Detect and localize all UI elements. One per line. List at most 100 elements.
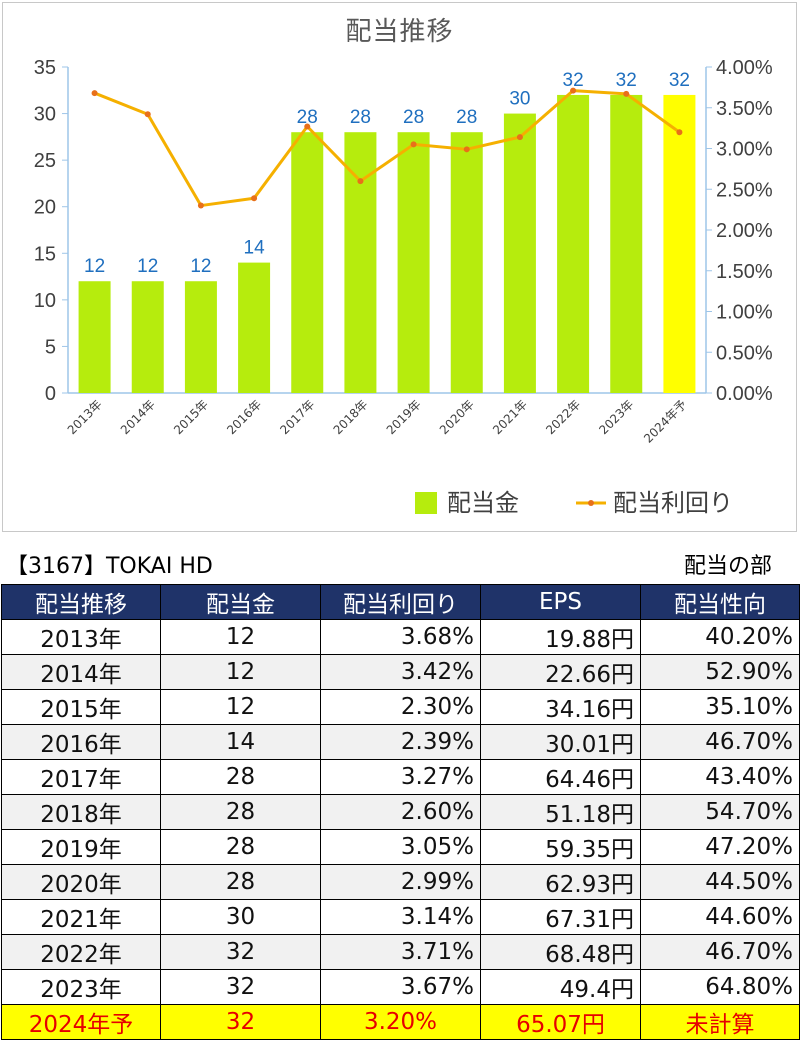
cell-year: 2022年	[1, 934, 161, 970]
right-tick-label: 1.50%	[716, 261, 773, 283]
cell-year: 2023年	[1, 969, 161, 1005]
cell-yield: 2.99%	[320, 864, 481, 900]
cell-payout: 43.40%	[640, 759, 800, 795]
table-row: 2023年 32 3.67% 49.4円 64.80%	[1, 969, 800, 1005]
bar	[663, 94, 696, 393]
x-tick-label: 2016年	[224, 397, 264, 437]
bar	[397, 132, 430, 393]
table-row: 2015年 12 2.30% 34.16円 35.10%	[1, 689, 800, 725]
cell-payout: 44.50%	[640, 864, 800, 900]
cell-eps: 19.88円	[480, 619, 641, 655]
cell-dividend: 32	[160, 969, 321, 1005]
table-row: 2017年 28 3.27% 64.46円 43.40%	[1, 759, 800, 795]
left-tick-label: 15	[34, 243, 56, 265]
cell-payout: 46.70%	[640, 934, 800, 970]
x-tick-label: 2021年	[490, 397, 530, 437]
yield-point	[570, 87, 577, 94]
x-tick-label: 2013年	[65, 397, 105, 437]
left-tick-label: 10	[34, 290, 56, 312]
chart-frame: 配当推移 0 5 10 15 20 25 30 35 0.00% 0.50% 1.00% 1.50% 2…	[2, 2, 797, 532]
yield-point	[304, 123, 311, 130]
x-tick-label: 2022年	[543, 397, 583, 437]
cell-dividend: 14	[160, 724, 321, 760]
x-tick-label: 2019年	[384, 397, 424, 437]
chart-title: 配当推移	[345, 17, 454, 47]
section-caption: 配当の部	[683, 554, 772, 579]
right-tick-label: 3.00%	[716, 139, 773, 161]
bar-data-label: 12	[137, 256, 158, 277]
table-row: 2013年 12 3.68% 19.88円 40.20%	[1, 619, 800, 655]
cell-year: 2024年予	[1, 1004, 161, 1040]
table-row: 2018年 28 2.60% 51.18円 54.70%	[1, 794, 800, 830]
yield-point	[676, 129, 683, 136]
cell-eps: 65.07円	[480, 1004, 641, 1040]
legend-bar-swatch	[415, 492, 437, 514]
bar-data-label: 28	[350, 107, 371, 128]
yield-point	[91, 90, 98, 97]
x-tick-label: 2017年	[277, 397, 317, 437]
cell-yield: 3.67%	[320, 969, 481, 1005]
cell-year: 2019年	[1, 829, 161, 865]
header-yield: 配当利回り	[320, 584, 481, 620]
legend-line-marker	[588, 500, 594, 506]
cell-payout: 46.70%	[640, 724, 800, 760]
table-row: 2020年 28 2.99% 62.93円 44.50%	[1, 864, 800, 900]
bar-data-label: 28	[403, 107, 424, 128]
table-row: 2022年 32 3.71% 68.48円 46.70%	[1, 934, 800, 970]
x-tick-label: 2014年	[118, 397, 158, 437]
bar	[78, 281, 111, 393]
cell-year: 2018年	[1, 794, 161, 830]
cell-payout: 35.10%	[640, 689, 800, 725]
cell-yield: 3.05%	[320, 829, 481, 865]
cell-eps: 34.16円	[480, 689, 641, 725]
bar	[291, 132, 324, 393]
cell-dividend: 12	[160, 619, 321, 655]
cell-eps: 64.46円	[480, 759, 641, 795]
cell-dividend: 12	[160, 654, 321, 690]
cell-eps: 49.4円	[480, 969, 641, 1005]
bar-data-label: 28	[456, 107, 477, 128]
yield-point	[144, 111, 151, 118]
bar	[184, 281, 217, 393]
cell-yield: 3.68%	[320, 619, 481, 655]
cell-eps: 68.48円	[480, 934, 641, 970]
legend-line-label: 配当利回り	[613, 489, 733, 517]
table-row: 2014年 12 3.42% 22.66円 52.90%	[1, 654, 800, 690]
cell-dividend: 28	[160, 829, 321, 865]
right-tick-label: 0.50%	[716, 342, 773, 364]
cell-year: 2014年	[1, 654, 161, 690]
left-tick-label: 20	[34, 197, 56, 219]
cell-year: 2013年	[1, 619, 161, 655]
cell-yield: 3.27%	[320, 759, 481, 795]
table-row: 2016年 14 2.39% 30.01円 46.70%	[1, 724, 800, 760]
dividend-chart: 0 5 10 15 20 25 30 35 0.00% 0.50% 1.00% 1.50% 2.00% 2…	[34, 57, 773, 517]
bar	[131, 281, 164, 393]
cell-yield: 2.39%	[320, 724, 481, 760]
company-caption: 【3167】TOKAI HD	[6, 554, 213, 579]
cell-dividend: 32	[160, 1004, 321, 1040]
cell-eps: 67.31円	[480, 899, 641, 935]
cell-payout: 44.60%	[640, 899, 800, 935]
cell-eps: 59.35円	[480, 829, 641, 865]
x-tick-label: 2024年予	[641, 397, 689, 445]
yield-point	[516, 134, 523, 141]
yield-point	[623, 90, 630, 97]
cell-year: 2021年	[1, 899, 161, 935]
right-tick-label: 0.00%	[716, 383, 773, 405]
legend-bar-label: 配当金	[447, 489, 519, 517]
bar	[503, 113, 536, 394]
yield-line	[94, 89, 681, 208]
cell-year: 2015年	[1, 689, 161, 725]
bar	[610, 94, 643, 393]
cell-year: 2016年	[1, 724, 161, 760]
cell-dividend: 32	[160, 934, 321, 970]
bar	[450, 132, 483, 393]
cell-dividend: 28	[160, 864, 321, 900]
x-tick-label: 2015年	[171, 397, 211, 437]
left-tick-label: 25	[34, 150, 56, 172]
header-payout: 配当性向	[640, 584, 800, 620]
left-tick-label: 30	[34, 104, 56, 126]
cell-year: 2020年	[1, 864, 161, 900]
header-year: 配当推移	[1, 584, 161, 620]
x-tick-label: 2020年	[437, 397, 477, 437]
